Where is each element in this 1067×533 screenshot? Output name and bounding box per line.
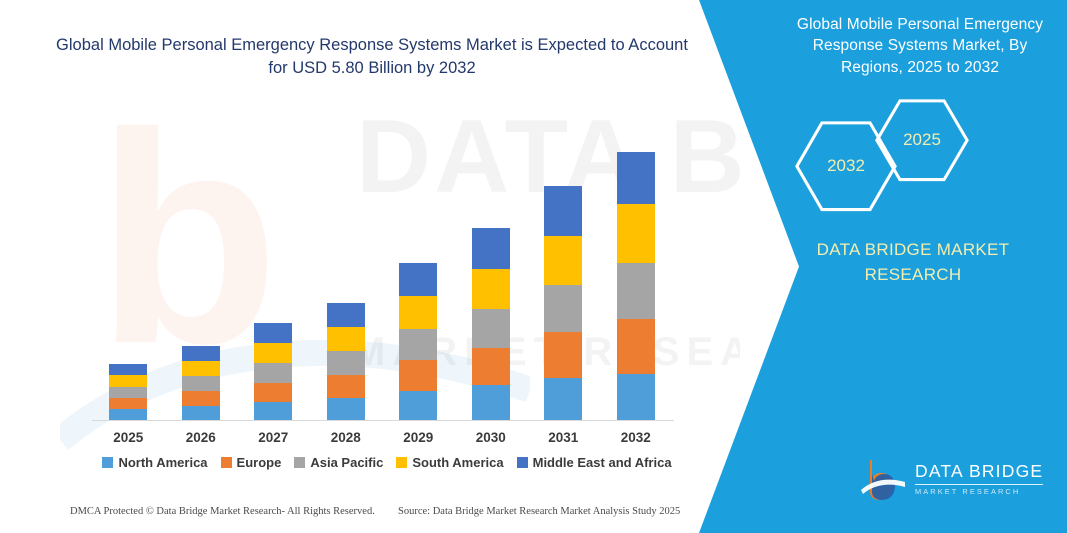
segment-asia-pacific xyxy=(471,309,510,348)
hexagon-icon xyxy=(875,99,969,182)
logo-divider xyxy=(915,483,1044,485)
x-label-2030: 2030 xyxy=(475,430,506,445)
page-title: Global Mobile Personal Emergency Respons… xyxy=(56,36,688,78)
segment-south-america xyxy=(326,326,365,352)
segment-asia-pacific xyxy=(181,376,220,391)
segment-north-america xyxy=(544,378,583,421)
segment-europe xyxy=(399,360,438,391)
footer: DMCA Protected © Data Bridge Market Rese… xyxy=(0,506,740,528)
segment-asia-pacific xyxy=(326,351,365,376)
legend-label: Middle East and Africa xyxy=(532,455,672,470)
segment-south-america xyxy=(399,296,438,329)
segment-asia-pacific xyxy=(109,386,148,398)
segment-south-america xyxy=(181,360,220,377)
segment-middle-east-and-africa xyxy=(399,263,438,297)
segment-north-america xyxy=(471,384,510,421)
stacked-bar-plot xyxy=(92,140,672,421)
segment-north-america xyxy=(326,397,365,421)
legend-label: Asia Pacific xyxy=(310,455,384,470)
bar-2025 xyxy=(109,363,148,421)
bar-2030 xyxy=(471,228,510,421)
bar-2028 xyxy=(326,303,365,421)
hexagon-group: 2025 2032 xyxy=(752,96,1052,212)
footer-copyright: DMCA Protected © Data Bridge Market Rese… xyxy=(70,506,375,517)
hexagon-start-year: 2032 xyxy=(794,120,898,212)
segment-north-america xyxy=(254,401,293,421)
segment-europe xyxy=(471,347,510,385)
legend-swatch-icon xyxy=(102,457,114,468)
segment-middle-east-and-africa xyxy=(326,303,365,327)
legend-label: Europe xyxy=(236,455,282,470)
segment-asia-pacific xyxy=(254,363,293,383)
segment-asia-pacific xyxy=(616,262,655,319)
segment-north-america xyxy=(181,405,220,421)
segment-europe xyxy=(544,332,583,379)
hexagon-icon xyxy=(795,121,897,212)
company-logo: DATA BRIDGE MARKET RESEARCH xyxy=(860,453,1045,505)
chart-area: b DATA BRIDGE MARKET RESEARCH Global Mob… xyxy=(0,36,740,528)
segment-south-america xyxy=(254,343,293,364)
logo-tagline: MARKET RESEARCH xyxy=(915,486,1021,496)
logo-title: DATA BRIDGE xyxy=(915,461,1044,482)
x-label-2025: 2025 xyxy=(113,430,144,445)
legend-swatch-icon xyxy=(516,457,528,468)
logo-wordmark: DATA BRIDGE MARKET RESEARCH xyxy=(915,461,1044,496)
segment-south-america xyxy=(616,203,655,263)
legend-swatch-icon xyxy=(220,457,232,468)
segment-south-america xyxy=(471,268,510,310)
segment-europe xyxy=(616,318,655,375)
bar-2026 xyxy=(181,345,220,421)
brand-name-line1: DATA BRIDGE MARKET xyxy=(816,240,1010,259)
segment-middle-east-and-africa xyxy=(471,228,510,269)
segment-middle-east-and-africa xyxy=(254,323,293,344)
bar-2027 xyxy=(254,323,293,421)
legend-item-south-america[interactable]: South America xyxy=(396,455,504,470)
legend-swatch-icon xyxy=(294,457,306,468)
x-label-2028: 2028 xyxy=(330,430,361,445)
axis-baseline xyxy=(92,420,674,421)
watermark-logo-glyph: b xyxy=(96,70,280,406)
segment-middle-east-and-africa xyxy=(544,186,583,236)
segment-europe xyxy=(181,390,220,406)
legend-item-asia-pacific[interactable]: Asia Pacific xyxy=(294,455,383,470)
bar-2031 xyxy=(544,186,583,421)
legend-swatch-icon xyxy=(396,457,408,468)
bar-2032 xyxy=(616,152,655,421)
segment-north-america xyxy=(399,390,438,421)
logo-mark-icon xyxy=(860,456,906,502)
segment-middle-east-and-africa xyxy=(181,345,220,361)
segment-north-america xyxy=(616,374,655,421)
legend-label: South America xyxy=(412,455,504,470)
hexagon-end-year-label: 2025 xyxy=(903,130,941,149)
segment-middle-east-and-africa xyxy=(109,363,148,376)
segment-europe xyxy=(109,397,148,409)
x-label-2032: 2032 xyxy=(620,430,651,445)
x-label-2031: 2031 xyxy=(548,430,579,445)
x-label-2026: 2026 xyxy=(185,430,216,445)
legend-item-europe[interactable]: Europe xyxy=(220,455,282,470)
x-label-2027: 2027 xyxy=(258,430,289,445)
segment-europe xyxy=(254,382,293,402)
segment-south-america xyxy=(544,235,583,286)
legend-item-middle-east-and-africa[interactable]: Middle East and Africa xyxy=(516,455,672,470)
brand-name-line2: RESEARCH xyxy=(864,264,962,284)
x-label-2029: 2029 xyxy=(403,430,434,445)
panel-title: Global Mobile Personal Emergency Respons… xyxy=(796,16,1044,76)
legend-label: North America xyxy=(118,455,208,470)
footer-source: Source: Data Bridge Market Research Mark… xyxy=(398,506,681,517)
segment-south-america xyxy=(109,375,148,387)
chart-legend: North America Europe Asia Pacific South Ame… xyxy=(92,455,682,470)
segment-europe xyxy=(326,375,365,398)
hexagon-end-year: 2025 xyxy=(874,98,970,182)
bar-2029 xyxy=(399,263,438,421)
hexagon-start-year-label: 2032 xyxy=(827,156,865,175)
segment-asia-pacific xyxy=(399,328,438,361)
x-axis-labels: 2025 2026 2027 2028 2029 2030 2031 2032 xyxy=(92,430,674,450)
segment-asia-pacific xyxy=(544,285,583,333)
segment-north-america xyxy=(109,408,148,421)
brand-name: DATA BRIDGE MARKET RESEARCH xyxy=(775,238,1051,287)
segment-middle-east-and-africa xyxy=(616,152,655,204)
legend-item-north-america[interactable]: North America xyxy=(102,455,208,470)
